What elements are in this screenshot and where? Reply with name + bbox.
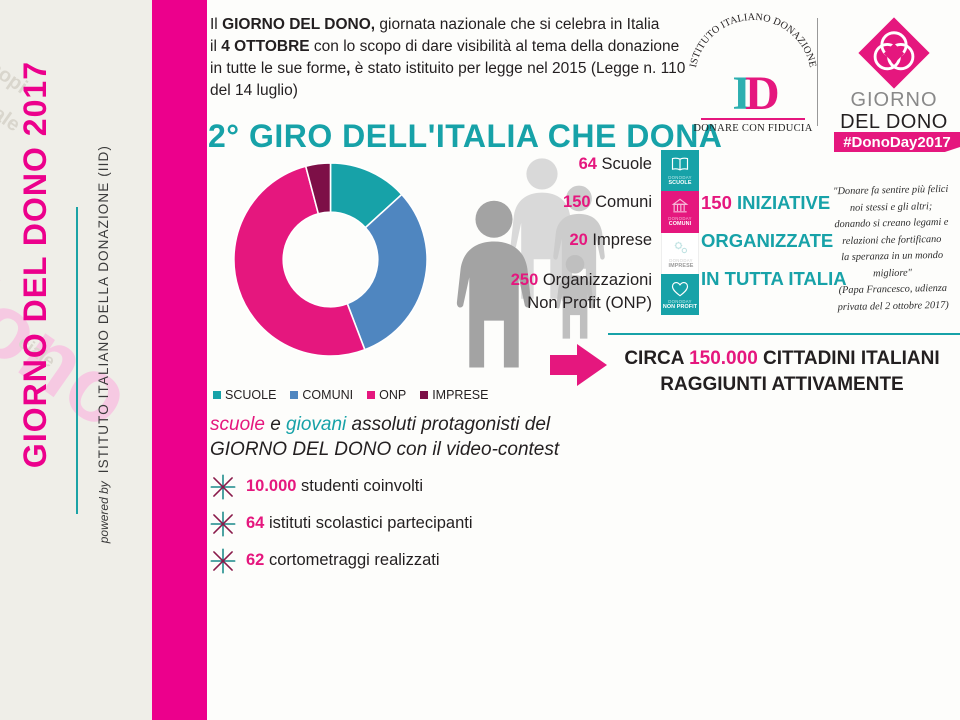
svg-text:ISTITUTO ITALIANO DONAZIONE: ISTITUTO ITALIANO DONAZIONE	[688, 12, 818, 69]
